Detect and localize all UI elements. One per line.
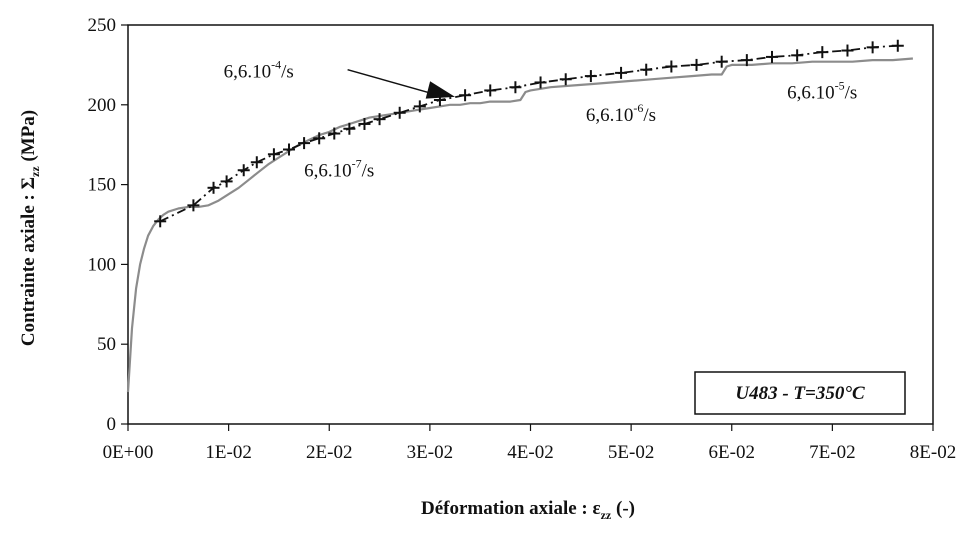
data-point-cross xyxy=(891,39,904,52)
x-tick-label: 3E-02 xyxy=(407,442,453,463)
rate-annotation: 6,6.10-4/s xyxy=(224,58,294,83)
series-line-experiment xyxy=(126,57,913,393)
y-axis-title: Contrainte axiale : Σzz (MPa) xyxy=(18,110,42,346)
data-point-cross xyxy=(298,137,311,150)
annotations: 6,6.10-4/s 6,6.10-6/s 6,6.10-7/s 6,6.10-5/s xyxy=(224,58,858,182)
y-axis-title-text: Contrainte axiale : Σ xyxy=(18,177,39,346)
data-point-cross xyxy=(373,113,386,126)
data-point-cross xyxy=(358,117,371,130)
y-tick-label: 250 xyxy=(88,15,117,36)
x-tick-label: 0E+00 xyxy=(103,442,154,463)
legend-box-label: U483 - T=350°C xyxy=(735,383,865,404)
y-tick-label: 50 xyxy=(97,334,116,355)
data-point-cross xyxy=(267,148,280,161)
data-point-cross xyxy=(715,55,728,68)
rate-annotation: 6,6.10-6/s xyxy=(586,101,656,126)
x-tick-label: 4E-02 xyxy=(507,442,553,463)
data-point-cross xyxy=(559,73,572,86)
legend-box-frame xyxy=(694,371,906,415)
x-tick-label: 2E-02 xyxy=(306,442,352,463)
data-point-cross xyxy=(187,199,200,212)
data-point-cross xyxy=(250,156,263,169)
data-point-cross xyxy=(584,70,597,83)
data-point-cross xyxy=(615,66,628,79)
data-point-cross xyxy=(766,50,778,63)
data-point-cross xyxy=(534,76,547,89)
y-axis-title-suffix: (MPa) xyxy=(18,110,39,166)
data-point-cross xyxy=(484,84,497,97)
annotation-arrow-shaft xyxy=(347,68,434,95)
x-axis-title-suffix: (-) xyxy=(611,498,635,519)
data-point-cross xyxy=(791,49,804,62)
x-tick-label: 1E-02 xyxy=(205,442,251,463)
x-tick-label: 6E-02 xyxy=(709,442,755,463)
data-point-cross xyxy=(328,127,341,140)
rate-annotation: 6,6.10-7/s xyxy=(304,157,374,182)
x-axis-title-sub: zz xyxy=(601,508,612,522)
data-point-cross xyxy=(413,100,426,113)
y-tick-label: 100 xyxy=(88,254,117,275)
x-axis-title-text: Déformation axiale : ε xyxy=(421,498,601,519)
y-axis-title-sub: zz xyxy=(28,166,42,177)
axes: 0 50 100 150 200 250 0E+00 1E-02 2E-02 3E-02 4E-02… xyxy=(88,15,957,463)
y-tick-label: 200 xyxy=(88,95,117,116)
data-series xyxy=(126,39,913,393)
data-point-cross xyxy=(154,215,167,228)
x-tick-label: 8E-02 xyxy=(910,442,956,463)
rate-annotation: 6,6.10-5/s xyxy=(787,78,857,103)
data-point-cross xyxy=(207,181,220,194)
data-point-cross xyxy=(690,58,703,71)
x-tick-label: 7E-02 xyxy=(809,442,855,463)
data-point-cross xyxy=(665,60,678,73)
annotation-arrow-head xyxy=(425,81,456,99)
data-point-cross xyxy=(866,41,879,54)
x-axis-title: Déformation axiale : εzz (-) xyxy=(421,498,635,522)
data-point-cross xyxy=(459,89,472,102)
data-point-cross xyxy=(816,46,829,59)
y-tick-label: 150 xyxy=(88,175,117,196)
x-tick-label: 5E-02 xyxy=(608,442,654,463)
data-point-cross xyxy=(393,106,406,119)
data-point-cross xyxy=(509,81,522,94)
y-tick-label: 0 xyxy=(107,414,117,435)
data-point-cross xyxy=(740,54,753,67)
data-point-cross xyxy=(841,44,854,57)
data-point-cross xyxy=(640,63,653,76)
legend-box: U483 - T=350°C xyxy=(694,371,906,415)
data-point-cross xyxy=(283,143,295,156)
data-point-cross xyxy=(343,122,356,135)
data-point-cross xyxy=(313,132,326,145)
data-point-cross xyxy=(237,164,250,177)
data-point-cross xyxy=(220,175,233,188)
